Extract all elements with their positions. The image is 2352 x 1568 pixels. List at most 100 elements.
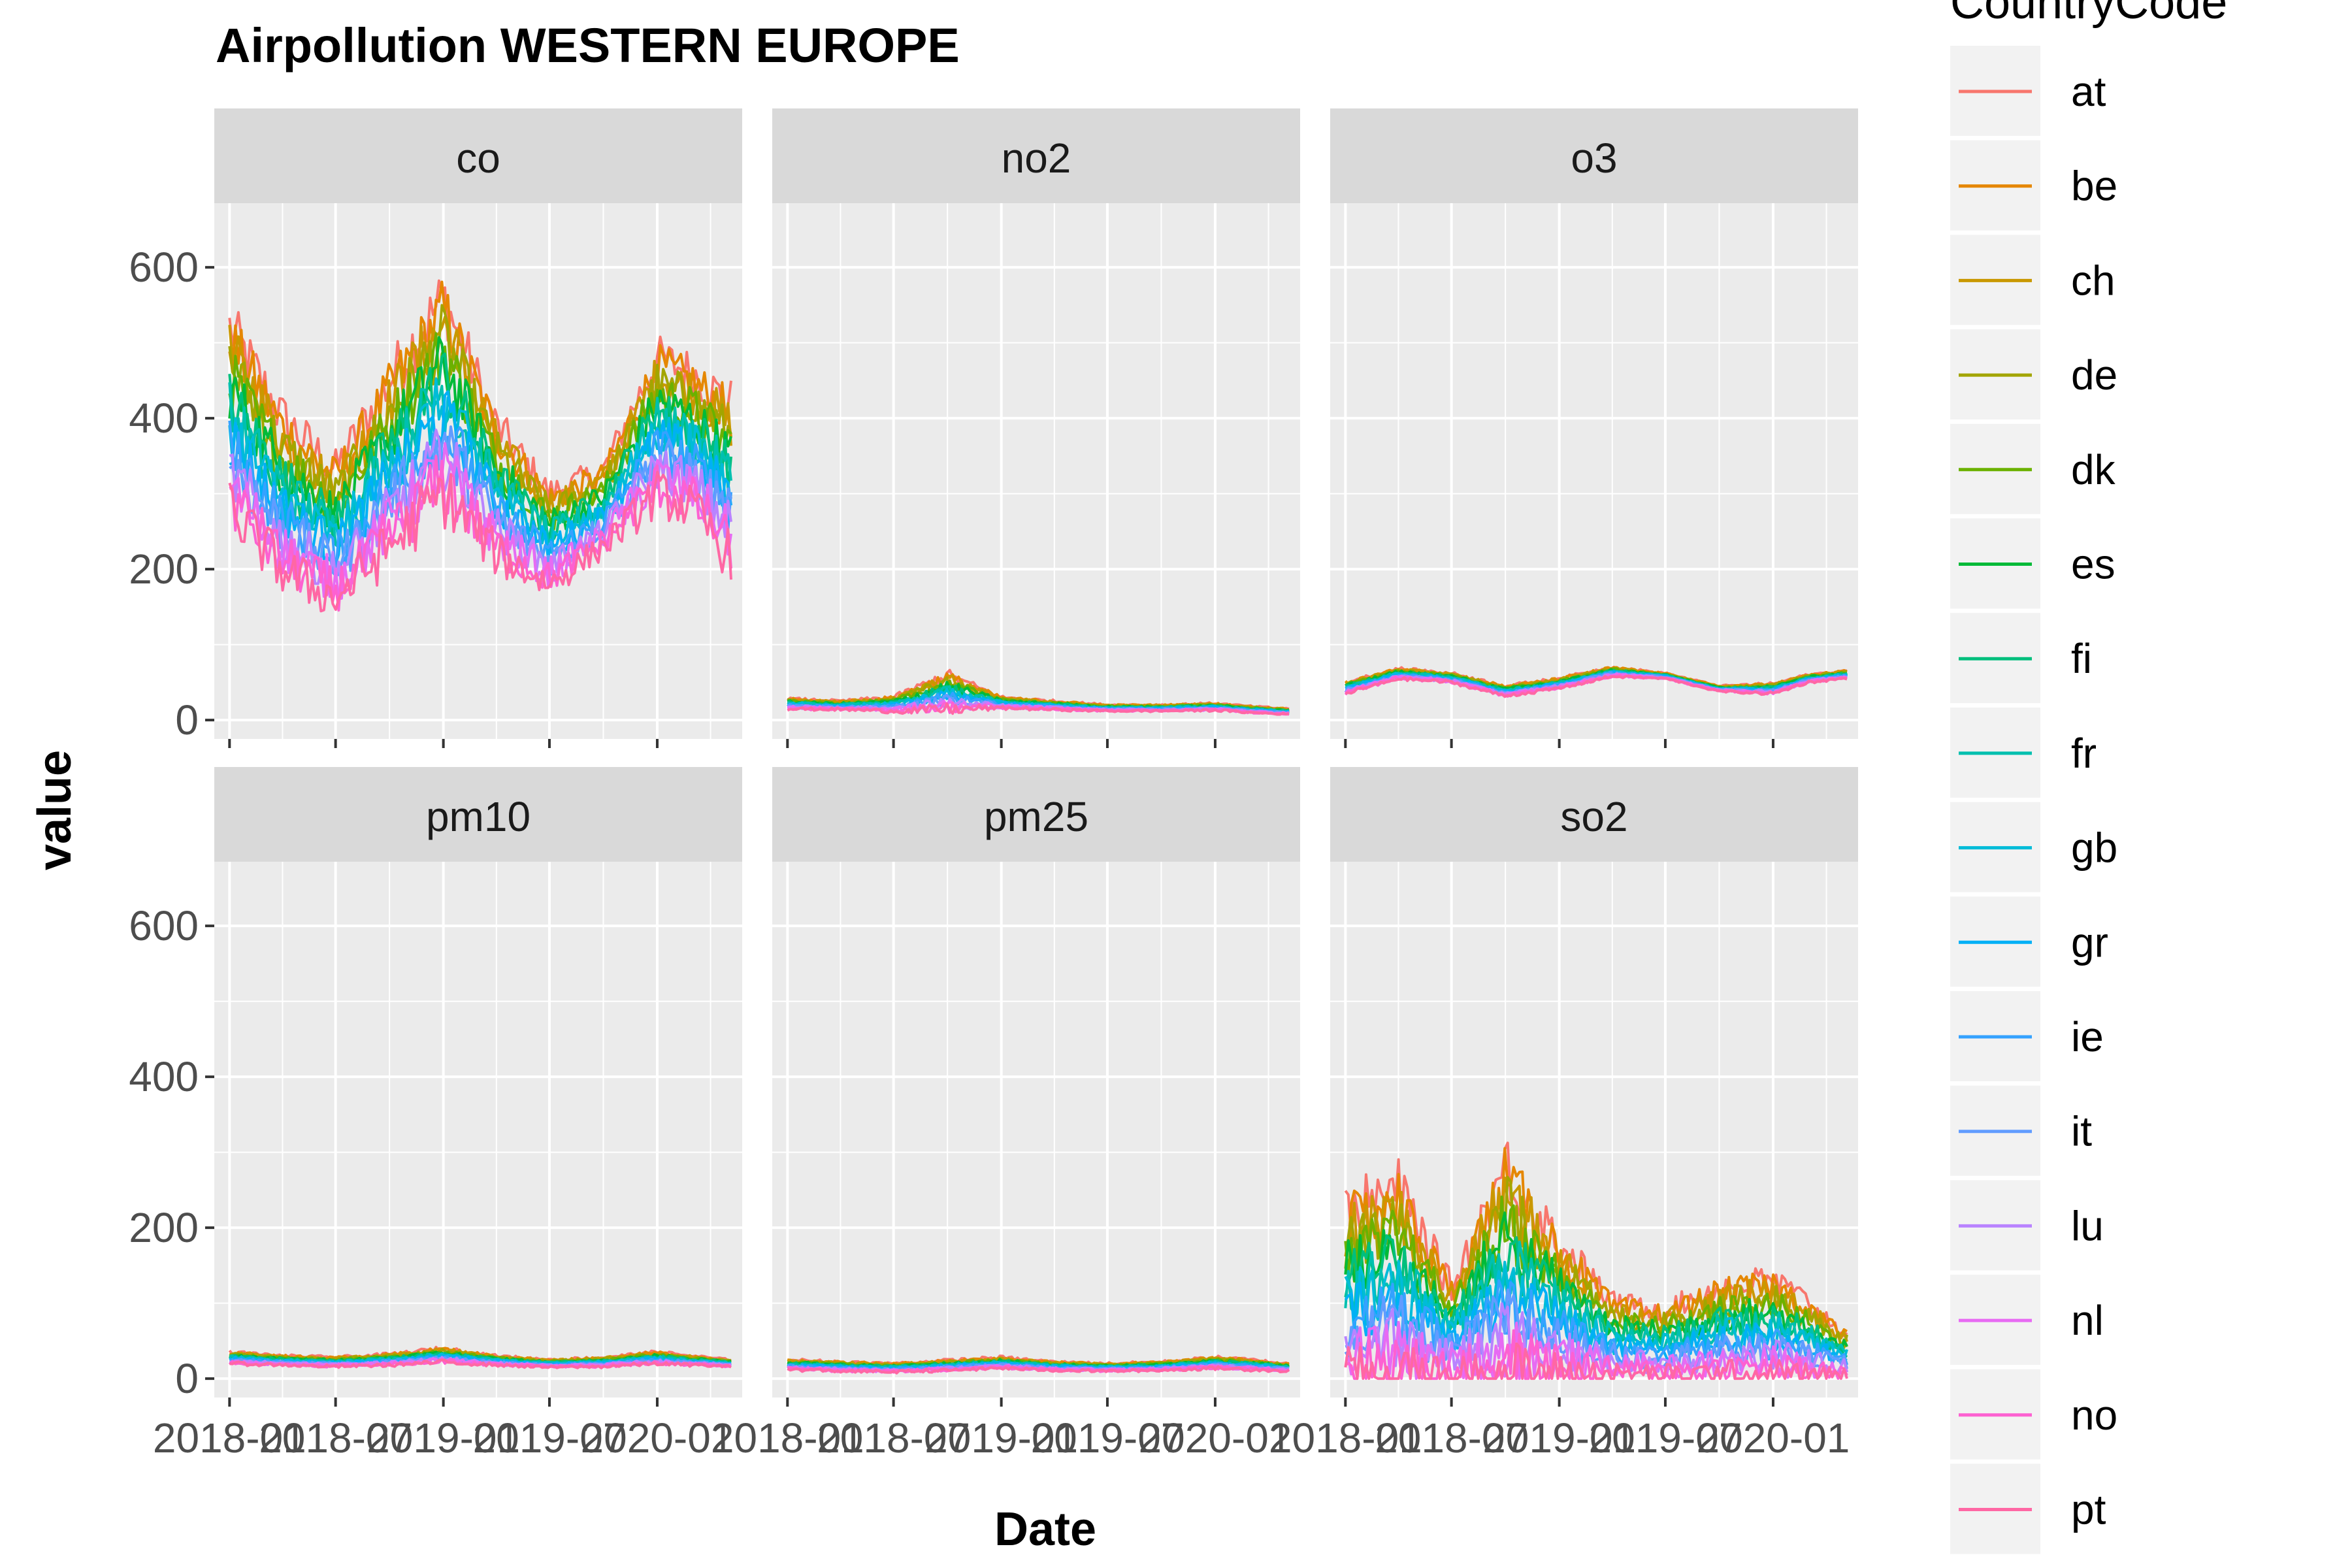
x-tick-label: 2018-07 bbox=[817, 1414, 970, 1462]
panel-co: co 0 200 400 600 bbox=[129, 108, 742, 748]
series-line-so2-de bbox=[1344, 1175, 1848, 1349]
legend-label: be bbox=[2071, 163, 2117, 210]
chart-title: Airpollution WESTERN EUROPE bbox=[216, 18, 960, 73]
strip-no2 bbox=[772, 108, 1300, 203]
series-group-so2 bbox=[1344, 1141, 1848, 1380]
series-group-pm25 bbox=[786, 1354, 1290, 1375]
legend-label: fi bbox=[2071, 635, 2092, 682]
x-tick-label: 2019-01 bbox=[924, 1414, 1078, 1462]
legend-label: ch bbox=[2071, 257, 2115, 304]
legend-label: nl bbox=[2071, 1297, 2104, 1344]
x-tick-label: 2019-07 bbox=[1589, 1414, 1742, 1462]
legend-label: lu bbox=[2071, 1202, 2104, 1249]
y-axis-title: value bbox=[29, 750, 81, 870]
series-line-pm25-pt bbox=[787, 1365, 1290, 1375]
y-tick-label: 600 bbox=[129, 902, 199, 949]
x-tick-label: 2019-01 bbox=[1482, 1414, 1636, 1462]
legend-title: CountryCode bbox=[1950, 0, 2227, 29]
strip-label-o3: o3 bbox=[1571, 135, 1617, 182]
panel-o3: o3 bbox=[1330, 108, 1858, 748]
series-group-co bbox=[228, 279, 732, 613]
plot-area-no2 bbox=[772, 203, 1300, 739]
y-tick-label: 0 bbox=[175, 696, 199, 743]
strip-so2 bbox=[1330, 767, 1858, 862]
legend-item-at: at bbox=[1950, 46, 2106, 136]
y-tick-label: 0 bbox=[175, 1355, 199, 1402]
legend-item-ie: ie bbox=[1950, 991, 2104, 1081]
series-line-pm10-pt bbox=[229, 1358, 732, 1369]
legend-label: it bbox=[2071, 1108, 2092, 1155]
x-tick-label: 2020-01 bbox=[581, 1414, 734, 1462]
y-tick-label: 600 bbox=[129, 244, 199, 291]
strip-o3 bbox=[1330, 108, 1858, 203]
plot-area-pm25 bbox=[772, 862, 1300, 1397]
legend-item-nl: nl bbox=[1950, 1275, 2104, 1365]
legend-item-gb: gb bbox=[1950, 802, 2117, 892]
legend-label: es bbox=[2071, 541, 2115, 588]
series-line-no2-pt bbox=[787, 702, 1290, 716]
plot-area-pm10 bbox=[214, 862, 742, 1397]
legend-label: ie bbox=[2071, 1013, 2104, 1060]
x-tick-label: 2018-07 bbox=[259, 1414, 412, 1462]
series-line-so2-dk bbox=[1344, 1195, 1848, 1350]
x-tick-label: 2020-01 bbox=[1697, 1414, 1850, 1462]
strip-label-pm10: pm10 bbox=[426, 793, 531, 840]
x-tick-label: 2019-07 bbox=[1031, 1414, 1184, 1462]
legend-item-no: no bbox=[1950, 1369, 2117, 1460]
legend: CountryCode at be ch de dk es fi fr gb gr ie it lu nl n… bbox=[1950, 0, 2227, 1554]
legend-item-es: es bbox=[1950, 518, 2115, 609]
series-line-so2-gb bbox=[1344, 1260, 1848, 1362]
strip-co bbox=[214, 108, 742, 203]
series-group-no2 bbox=[787, 668, 1290, 716]
legend-item-ch: ch bbox=[1950, 235, 2115, 325]
y-tick-label: 400 bbox=[129, 1053, 199, 1100]
legend-label: de bbox=[2071, 351, 2117, 399]
x-tick-label: 2019-01 bbox=[367, 1414, 520, 1462]
y-tick-label: 400 bbox=[129, 395, 199, 442]
legend-label: fr bbox=[2071, 730, 2097, 777]
strip-label-co: co bbox=[456, 135, 500, 182]
legend-item-fi: fi bbox=[1950, 613, 2092, 704]
strip-pm10 bbox=[214, 767, 742, 862]
legend-item-be: be bbox=[1950, 140, 2117, 231]
legend-item-fr: fr bbox=[1950, 707, 2097, 798]
y-tick-label: 200 bbox=[129, 1204, 199, 1251]
series-group-o3 bbox=[1344, 666, 1848, 698]
legend-label: pt bbox=[2071, 1486, 2106, 1533]
x-tick-label: 2018-01 bbox=[153, 1414, 306, 1462]
x-axis-title: Date bbox=[994, 1503, 1096, 1556]
legend-item-it: it bbox=[1950, 1085, 2092, 1176]
x-tick-label: 2019-07 bbox=[473, 1414, 627, 1462]
legend-label: no bbox=[2071, 1392, 2117, 1439]
x-tick-label: 2018-01 bbox=[711, 1414, 864, 1462]
panel-no2: no2 bbox=[772, 108, 1300, 748]
legend-item-gr: gr bbox=[1950, 896, 2108, 987]
plot-area-o3 bbox=[1330, 203, 1858, 739]
series-line-o3-pt bbox=[1345, 674, 1848, 698]
series-line-so2-no bbox=[1345, 1329, 1848, 1380]
x-tick-label: 2020-01 bbox=[1139, 1414, 1292, 1462]
x-tick-label: 2018-01 bbox=[1269, 1414, 1422, 1462]
strip-label-pm25: pm25 bbox=[984, 793, 1088, 840]
legend-label: dk bbox=[2071, 446, 2116, 493]
legend-item-lu: lu bbox=[1950, 1180, 2104, 1271]
y-tick-label: 200 bbox=[129, 546, 199, 593]
strip-pm25 bbox=[772, 767, 1300, 862]
series-line-co-pt bbox=[228, 470, 732, 613]
series-line-co-es bbox=[228, 336, 732, 533]
series-group-pm10 bbox=[228, 1345, 732, 1369]
series-line-so2-pt bbox=[1344, 1342, 1848, 1380]
legend-label: at bbox=[2071, 68, 2106, 115]
strip-label-so2: so2 bbox=[1560, 793, 1627, 840]
legend-label: gb bbox=[2071, 825, 2117, 872]
strip-label-no2: no2 bbox=[1002, 135, 1071, 182]
legend-item-dk: dk bbox=[1950, 423, 2116, 514]
x-tick-label: 2018-07 bbox=[1375, 1414, 1528, 1462]
legend-label: gr bbox=[2071, 919, 2108, 966]
series-line-so2-nl bbox=[1345, 1320, 1848, 1380]
legend-item-pt: pt bbox=[1950, 1463, 2106, 1554]
